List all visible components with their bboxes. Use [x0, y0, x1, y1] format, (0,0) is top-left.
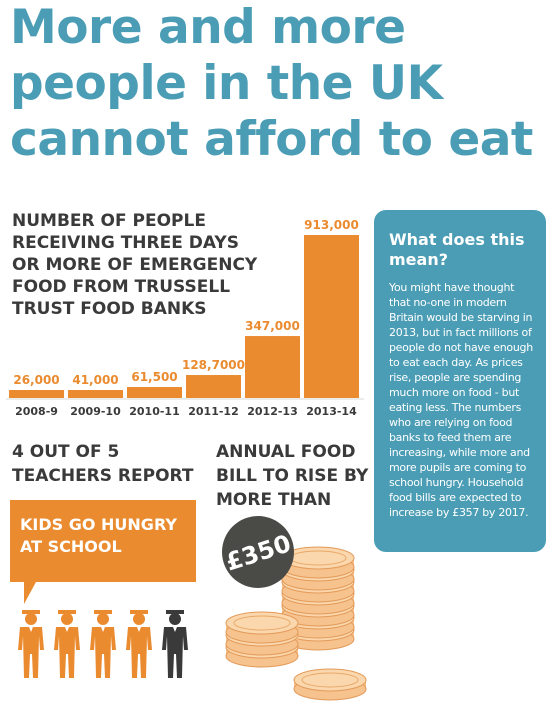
x-tick-label: 2010-11	[129, 405, 180, 418]
info-title: What does this mean?	[389, 230, 525, 269]
teacher-icon	[162, 610, 188, 678]
x-tick-label: 2008-9	[15, 405, 58, 418]
coin-stack-illustration: £350	[222, 516, 367, 701]
bar-value-label: 41,000	[72, 373, 118, 387]
bar-value-label: 128,7000	[182, 358, 245, 372]
bar-value-label: 61,500	[131, 370, 177, 384]
x-tick-label: 2012-13	[247, 405, 298, 418]
headline-line-1: More and more	[10, 0, 406, 55]
teachers-stat: 4 OUT OF 5 TEACHERS REPORT	[12, 442, 194, 486]
info-box: What does this mean? You might have thou…	[374, 210, 546, 552]
bar-value-label: 913,000	[304, 218, 359, 232]
teacher-figures	[16, 610, 190, 678]
food-bill-heading: ANNUAL FOOD BILL TO RISE BY MORE THAN	[216, 442, 369, 510]
chart-title: NUMBER OF PEOPLE RECEIVING THREE DAYS OR…	[12, 211, 258, 319]
bar-2009-10	[68, 390, 123, 398]
quote-text: KIDS GO HUNGRY AT SCHOOL	[20, 515, 177, 556]
bar-2011-12	[186, 375, 241, 398]
bar-2008-9	[9, 390, 64, 398]
coin-stack-icon	[225, 546, 367, 701]
quote-bubble: KIDS GO HUNGRY AT SCHOOL	[10, 500, 196, 604]
bar-value-label: 26,000	[13, 373, 59, 387]
x-tick-label: 2009-10	[70, 405, 121, 418]
bar-2010-11	[127, 387, 182, 398]
teacher-reporting-icon	[90, 610, 116, 678]
x-tick-label: 2011-12	[188, 405, 239, 418]
bar-value-label: 347,000	[245, 319, 300, 333]
bar-2013-14	[304, 235, 359, 398]
food-bank-bar-chart: 26,000 2008-9 41,000 2009-10 61,500 2010-11 12…	[6, 218, 364, 418]
info-body: You might have thought that no-one in mo…	[389, 281, 533, 519]
x-tick-label: 2013-14	[306, 405, 357, 418]
teacher-reporting-icon	[126, 610, 152, 678]
price-badge	[222, 516, 294, 588]
headline: More and more people in the UK cannot af…	[10, 0, 555, 168]
bar-2012-13	[245, 336, 300, 398]
headline-line-3: cannot afford to eat	[10, 112, 533, 167]
headline-line-2: people in the UK	[10, 56, 443, 111]
teacher-reporting-icon	[18, 610, 44, 678]
teacher-reporting-icon	[54, 610, 80, 678]
